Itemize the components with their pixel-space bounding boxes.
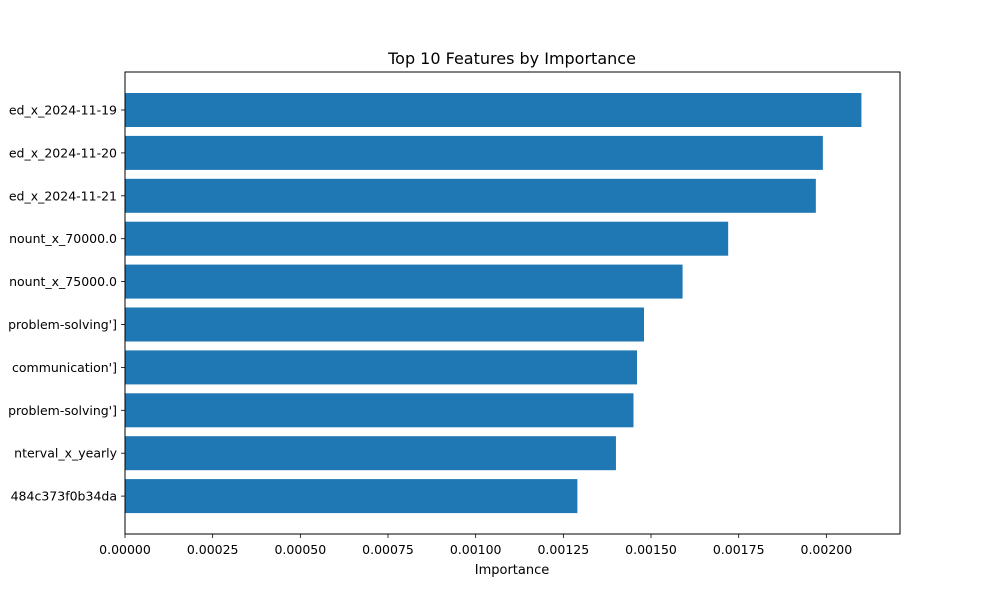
- y-tick-label: ed_x_2024-11-21: [9, 188, 117, 203]
- x-tick-label: 0.00100: [450, 542, 502, 557]
- bar-1: [125, 93, 862, 127]
- y-tick-label: problem-solving']: [8, 317, 117, 332]
- bar-3: [125, 178, 816, 213]
- y-tick-label: nterval_x_yearly: [14, 446, 117, 461]
- y-tick-label: nount_x_70000.0: [9, 231, 117, 246]
- y-tick-label: nount_x_75000.0: [9, 274, 117, 289]
- x-tick-label: 0.00175: [713, 542, 765, 557]
- bars-group: [125, 93, 862, 514]
- bar-5: [125, 264, 683, 299]
- bar-9: [125, 436, 616, 471]
- x-tick-label: 0.00000: [99, 542, 151, 557]
- x-tick-label: 0.00050: [274, 542, 326, 557]
- x-tick-label: 0.00150: [625, 542, 677, 557]
- y-axis-labels: ed_x_2024-11-19 ed_x_2024-11-20 ed_x_2024-…: [8, 103, 125, 504]
- bar-2: [125, 135, 823, 170]
- plot-frame: [124, 71, 901, 535]
- y-tick-label: ed_x_2024-11-19: [9, 103, 117, 118]
- x-axis-label: Importance: [475, 563, 550, 578]
- y-tick-label: problem-solving']: [8, 403, 117, 418]
- x-axis-ticks: 0.00000 0.00025 0.00050 0.00075 0.00100 0.001…: [99, 534, 852, 557]
- y-tick-label: communication']: [12, 360, 117, 375]
- bar-4: [125, 221, 729, 256]
- bar-7: [125, 350, 637, 385]
- x-tick-label: 0.00200: [801, 542, 853, 557]
- chart-title: Top 10 Features by Importance: [387, 49, 636, 68]
- bar-10: [125, 479, 578, 514]
- bar-6: [125, 307, 645, 342]
- y-tick-label: ed_x_2024-11-20: [9, 145, 117, 160]
- x-tick-label: 0.00025: [187, 542, 239, 557]
- bar-8: [125, 393, 634, 428]
- x-tick-label: 0.00125: [537, 542, 589, 557]
- x-tick-label: 0.00075: [362, 542, 414, 557]
- y-tick-label: 484c373f0b34da: [11, 489, 117, 504]
